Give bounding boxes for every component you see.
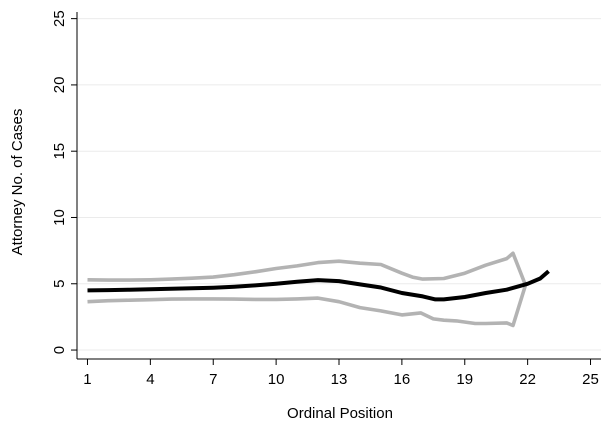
x-tick-label: 4 — [146, 371, 154, 388]
y-tick-label: 20 — [51, 77, 68, 94]
x-tick-label: 19 — [456, 371, 473, 388]
series-lines — [87, 251, 550, 328]
x-tick-label: 22 — [519, 371, 536, 388]
axis-ticks: 0 5 10 15 20 25 1 4 7 10 13 16 19 22 25 — [51, 10, 599, 388]
y-tick-label: 0 — [51, 346, 68, 354]
y-tick-label: 10 — [51, 209, 68, 226]
estimate-line — [87, 269, 550, 302]
x-tick-label: 13 — [331, 371, 348, 388]
upper-ci-line — [87, 251, 528, 286]
y-tick-label: 15 — [51, 143, 68, 160]
x-tick-label: 7 — [209, 371, 217, 388]
x-tick-label: 10 — [268, 371, 285, 388]
lower-ci-line — [87, 284, 528, 328]
grid-lines — [77, 18, 601, 351]
x-tick-label: 16 — [394, 371, 411, 388]
x-tick-label: 1 — [83, 371, 91, 388]
y-axis-title: Attorney No. of Cases — [9, 109, 26, 256]
y-tick-label: 25 — [51, 10, 68, 27]
x-axis-title: Ordinal Position — [287, 405, 393, 422]
x-tick-label: 25 — [582, 371, 599, 388]
y-tick-label: 5 — [51, 280, 68, 288]
